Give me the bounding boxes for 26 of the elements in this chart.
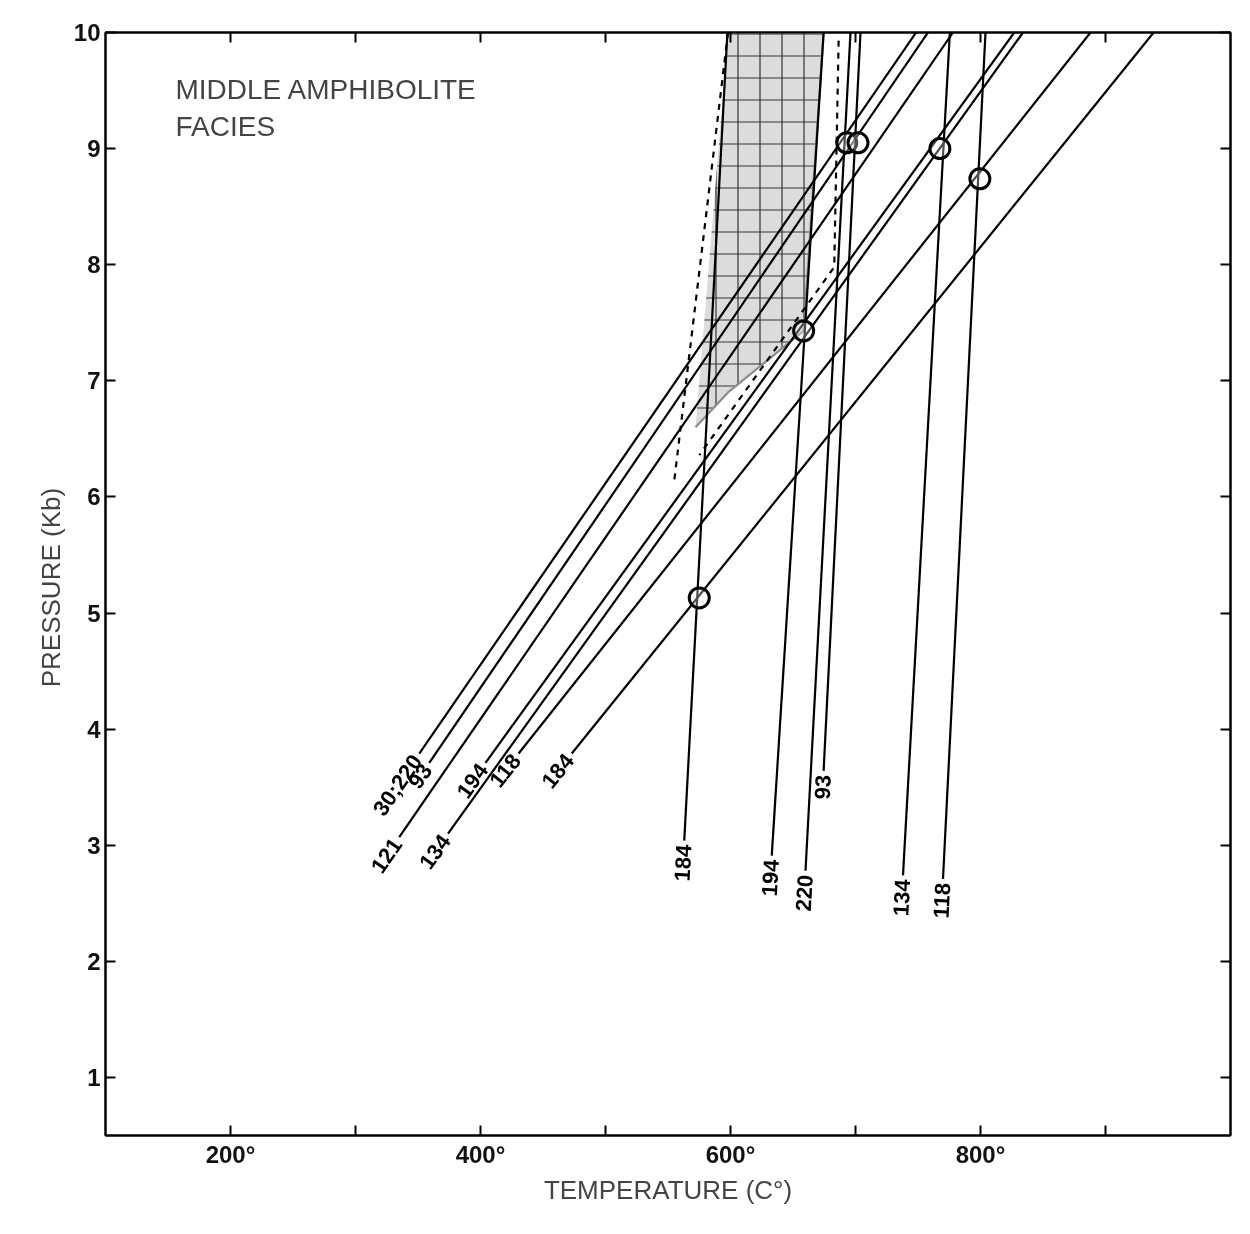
text: 118 xyxy=(928,882,956,919)
text: 220 xyxy=(790,874,818,913)
y-tick-label: 9 xyxy=(87,135,101,163)
x-tick-label: 800° xyxy=(955,1140,1006,1168)
x-axis-title: TEMPERATURE (C°) xyxy=(543,1174,793,1205)
text: 93 xyxy=(809,774,836,800)
y-tick-label: 6 xyxy=(87,483,101,511)
text: 194 xyxy=(756,858,785,898)
x-tick-label: 200° xyxy=(205,1140,256,1168)
y-tick-label: 3 xyxy=(87,831,101,859)
text: 134 xyxy=(414,828,457,874)
annotation: MIDDLE AMPHIBOLITE FACIES xyxy=(175,74,476,143)
y-tick-label: 2 xyxy=(87,947,101,975)
x-tick-label: 600° xyxy=(705,1140,756,1168)
y-tick-label: 5 xyxy=(87,599,101,627)
y-tick-label: 8 xyxy=(87,251,101,279)
text: 184 xyxy=(669,843,697,882)
text: 184 xyxy=(536,748,580,794)
x-tick-label: 400° xyxy=(455,1140,506,1168)
y-tick-label: 7 xyxy=(87,367,101,395)
y-tick-label: 10 xyxy=(73,19,101,46)
text: 134 xyxy=(888,877,916,917)
y-tick-label: 4 xyxy=(87,715,102,743)
text: 121 xyxy=(365,833,408,878)
y-axis-title: PRESSURE (Kb) xyxy=(35,487,66,688)
y-tick-label: 1 xyxy=(87,1063,101,1091)
